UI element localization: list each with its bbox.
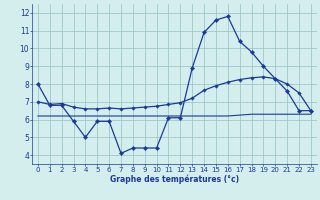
X-axis label: Graphe des températures (°c): Graphe des températures (°c) bbox=[110, 174, 239, 184]
